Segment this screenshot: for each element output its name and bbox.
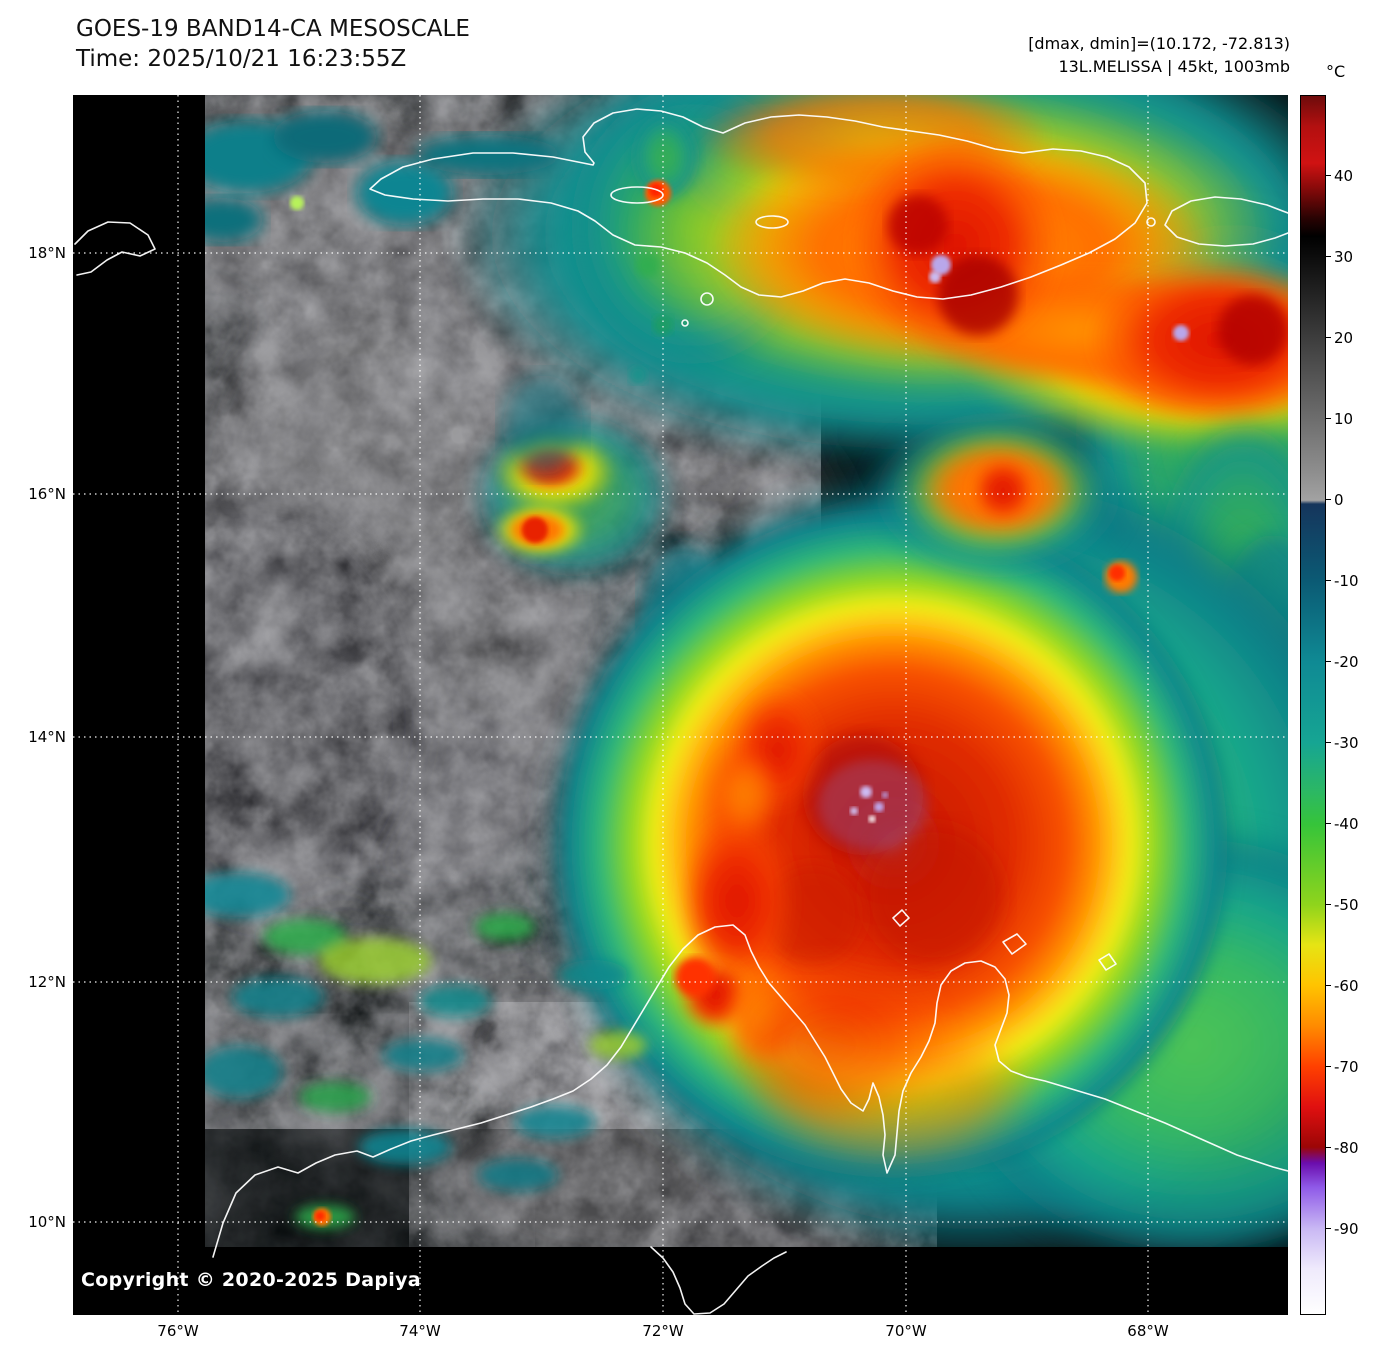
coastlines: [74, 108, 1288, 1315]
grid-lines: [73, 95, 1288, 1315]
scattered-cells-southwest: [205, 873, 647, 1229]
colorbar: [1300, 95, 1326, 1315]
coastline-hispaniola: [369, 108, 1148, 300]
colorbar-tick-m70: -70: [1326, 1058, 1378, 1076]
header-left: GOES-19 BAND14-CA MESOSCALE Time: 2025/1…: [76, 14, 470, 74]
small-hot-cell-core: [315, 1211, 325, 1221]
colorbar-tick-10: 10: [1326, 410, 1378, 428]
hurricane-melissa: [543, 410, 1288, 1247]
lat-label-14n: 14°N: [28, 728, 66, 746]
lon-label-76w: 76°W: [157, 1322, 199, 1340]
coastline-south-america: [212, 924, 1288, 1258]
header-right: [dmax, dmin]=(10.172, -72.813) 13L.MELIS…: [1028, 32, 1290, 78]
lon-label-74w: 74°W: [399, 1322, 441, 1340]
colorbar-tick-m50: -50: [1326, 896, 1378, 914]
lat-label-10n: 10°N: [28, 1213, 66, 1231]
lon-label-68w: 68°W: [1127, 1322, 1169, 1340]
colorbar-unit: °C: [1326, 62, 1346, 81]
lon-label-70w: 70°W: [885, 1322, 927, 1340]
colorbar-tick-20: 20: [1326, 329, 1378, 347]
satellite-imagery: [73, 95, 1288, 1315]
map-plot: Copyright © 2020-2025 Dapiya: [73, 95, 1288, 1315]
coastline-colombia-south: [650, 1246, 787, 1315]
colorbar-tick-m60: -60: [1326, 977, 1378, 995]
colorbar-tick-0: 0: [1326, 491, 1378, 509]
colorbar-tick-m10: -10: [1326, 572, 1378, 590]
lat-label-16n: 16°N: [28, 485, 66, 503]
figure-timestamp: Time: 2025/10/21 16:23:55Z: [76, 46, 407, 72]
colorbar-tick-40: 40: [1326, 167, 1378, 185]
dmax-dmin-readout: [dmax, dmin]=(10.172, -72.813): [1028, 34, 1290, 53]
copyright-watermark: Copyright © 2020-2025 Dapiya: [81, 1269, 421, 1291]
coastline-mona-island: [1146, 217, 1156, 227]
storm-info-readout: 13L.MELISSA | 45kt, 1003mb: [1058, 57, 1290, 76]
colorbar-tick-m20: -20: [1326, 653, 1378, 671]
colorbar-tick-m90: -90: [1326, 1220, 1378, 1238]
coastline-puerto-rico: [1164, 196, 1288, 247]
coastline-curacao: [1002, 933, 1027, 955]
coastline-jamaica: [74, 221, 156, 276]
lat-label-12n: 12°N: [28, 973, 66, 991]
coastline-lake: [755, 215, 789, 229]
colorbar-tick-m40: -40: [1326, 815, 1378, 833]
lat-label-18n: 18°N: [28, 244, 66, 262]
figure-title: GOES-19 BAND14-CA MESOSCALE: [76, 16, 470, 42]
colorbar-tick-m30: -30: [1326, 734, 1378, 752]
coastline-beata-island: [700, 292, 714, 306]
colorbar-tick-m80: -80: [1326, 1139, 1378, 1157]
lon-label-72w: 72°W: [642, 1322, 684, 1340]
coastline-islet: [681, 319, 689, 327]
colorbar-tick-30: 30: [1326, 248, 1378, 266]
coastline-aruba: [892, 909, 910, 927]
coastline-bonaire: [1098, 953, 1117, 971]
